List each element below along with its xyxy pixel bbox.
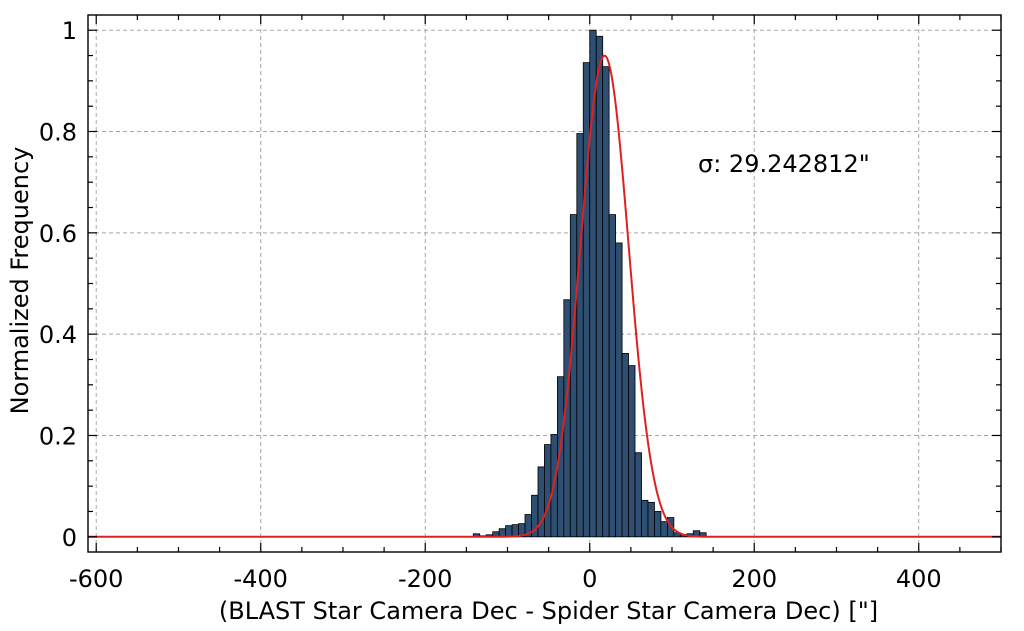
gaussian-fit-line — [88, 54, 1001, 538]
histogram-bar — [569, 214, 578, 538]
axis-ticks — [88, 15, 1002, 552]
histogram-bar — [602, 66, 610, 538]
x-tick-label: -200 — [398, 565, 452, 593]
y-tick-label: 1 — [62, 17, 77, 45]
histogram-bar — [621, 353, 629, 538]
histogram-bar — [634, 452, 642, 538]
histogram-bar — [608, 214, 617, 538]
y-tick-label: 0.6 — [39, 220, 77, 248]
histogram-bar — [511, 524, 519, 538]
histogram-bar — [641, 499, 649, 538]
x-tick-label: -600 — [69, 565, 123, 593]
histogram-bars — [472, 29, 707, 538]
histogram-bar — [505, 525, 513, 538]
histogram-bar — [576, 133, 584, 538]
y-tick-label: 0.4 — [39, 321, 77, 349]
y-axis-label: Normalized Frequency — [6, 147, 34, 415]
x-tick-label: 400 — [896, 565, 942, 593]
histogram-bar — [647, 501, 655, 538]
histogram-bar — [654, 511, 662, 538]
x-tick-label: 200 — [731, 565, 777, 593]
y-tick-label: 0 — [62, 524, 77, 552]
x-tick-labels: -600 -400 -200 0 200 400 — [69, 565, 942, 593]
sigma-annotation: σ: 29.242812" — [698, 150, 870, 178]
y-tick-labels: 0 0.2 0.4 0.6 0.8 1 — [39, 17, 77, 552]
histogram-bar — [544, 444, 552, 538]
y-tick-label: 0.2 — [39, 422, 77, 450]
x-tick-label: -400 — [233, 565, 287, 593]
histogram-bar — [595, 35, 604, 538]
histogram-bar — [582, 62, 591, 538]
histogram-bar — [498, 528, 507, 538]
histogram-bar — [628, 365, 636, 538]
x-axis-label: (BLAST Star Camera Dec - Spider Star Cam… — [219, 597, 878, 625]
histogram-bar — [660, 521, 668, 538]
histogram-bar — [615, 242, 623, 538]
x-tick-label: 0 — [582, 565, 597, 593]
y-tick-label: 0.8 — [39, 119, 77, 147]
